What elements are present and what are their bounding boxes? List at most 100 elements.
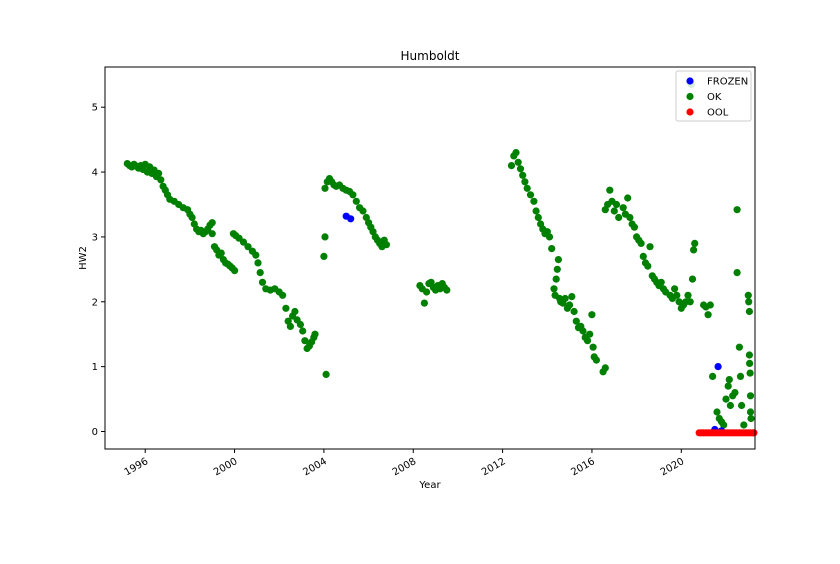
y-tick-label: 2 — [92, 297, 98, 308]
point-ok — [570, 307, 578, 316]
point-ok — [322, 370, 330, 378]
point-ok — [321, 184, 329, 192]
legend-box — [675, 70, 752, 122]
point-ok — [592, 356, 601, 364]
point-ok — [545, 233, 554, 241]
point-ok — [296, 320, 304, 329]
point-ok — [321, 233, 329, 241]
point-ok — [601, 364, 609, 372]
point-ok — [512, 149, 520, 157]
point-ok — [530, 197, 538, 205]
x-tick-label: 1996 — [123, 456, 151, 478]
point-ok — [725, 376, 733, 384]
point-ok — [713, 408, 721, 416]
point-ok — [733, 206, 741, 214]
point-ok — [157, 176, 165, 184]
chart-title: Humboldt — [401, 49, 460, 63]
point-ok — [548, 245, 556, 253]
point-ok — [731, 389, 739, 397]
point-ok — [301, 337, 309, 345]
legend-label-ool: OOL — [707, 108, 729, 119]
x-tick-label: 2008 — [391, 456, 419, 478]
point-ok — [686, 298, 694, 306]
point-ok — [523, 184, 531, 192]
point-ok — [744, 291, 752, 299]
point-ok — [639, 252, 647, 260]
point-frozen — [714, 363, 722, 371]
point-ok — [733, 269, 741, 277]
point-ok — [254, 259, 262, 267]
point-ok — [746, 369, 754, 377]
point-ok — [514, 158, 522, 166]
point-ok — [589, 343, 597, 351]
point-ok — [738, 401, 746, 410]
point-ok — [704, 311, 712, 319]
point-ok — [311, 330, 319, 338]
point-ok — [583, 337, 592, 345]
point-ok — [188, 213, 196, 222]
point-ok — [610, 207, 618, 215]
point-ok — [722, 395, 730, 403]
point-ok — [282, 304, 290, 312]
point-ok — [688, 275, 697, 283]
legend: FROZEN OK OOL — [675, 70, 752, 122]
point-ok — [746, 359, 754, 367]
point-ok — [637, 239, 645, 247]
point-ok — [671, 285, 679, 293]
point-ok — [572, 317, 580, 325]
point-ok — [256, 269, 264, 277]
y-tick-label: 5 — [92, 103, 98, 114]
legend-label-ok: OK — [707, 92, 722, 103]
point-ok — [443, 286, 451, 294]
point-ok — [217, 249, 225, 257]
point-ok — [630, 223, 639, 231]
y-tick-label: 3 — [92, 232, 98, 243]
point-ok — [709, 372, 717, 380]
point-ok — [534, 213, 542, 222]
legend-marker-ool — [686, 108, 694, 116]
point-ok — [349, 191, 357, 199]
point-ok — [720, 421, 728, 429]
point-ok — [673, 291, 681, 299]
point-ok — [208, 230, 216, 238]
point-ok — [566, 301, 574, 309]
point-ok — [726, 401, 735, 410]
point-ok — [516, 165, 525, 173]
data-points — [123, 80, 758, 437]
point-ok — [507, 162, 516, 170]
point-ok — [624, 194, 632, 202]
axes: 0 1 2 3 4 5 1996 2000 2004 2008 2012 2016 2020 — [92, 103, 687, 479]
x-tick-label: 2012 — [480, 456, 508, 478]
point-ok — [519, 171, 527, 179]
point-ok — [579, 327, 587, 335]
point-ok — [684, 291, 692, 299]
point-frozen — [347, 215, 355, 223]
point-ok — [526, 191, 535, 199]
x-axis-label: Year — [418, 480, 441, 491]
x-tick-label: 2004 — [301, 456, 329, 478]
point-ok — [553, 265, 561, 273]
point-ok — [612, 200, 621, 209]
point-ok — [745, 298, 753, 306]
point-ok — [291, 307, 299, 316]
point-ok — [532, 207, 540, 215]
x-tick-label: 2016 — [569, 456, 597, 478]
point-ok — [550, 285, 558, 293]
point-ok — [736, 372, 745, 380]
point-ok — [644, 262, 652, 270]
point-ok — [554, 256, 563, 264]
point-ok — [552, 275, 560, 283]
point-ok — [740, 421, 748, 429]
x-tick-label: 2000 — [212, 456, 240, 478]
point-ok — [626, 213, 634, 222]
point-ok — [657, 278, 665, 286]
point-ok — [286, 322, 294, 330]
y-tick-label: 4 — [92, 168, 98, 179]
y-tick-label: 1 — [92, 362, 98, 373]
point-ok — [155, 169, 163, 177]
point-ok — [208, 219, 216, 227]
point-ok — [239, 238, 248, 246]
legend-marker-ok — [686, 92, 694, 101]
point-ok — [724, 382, 732, 390]
